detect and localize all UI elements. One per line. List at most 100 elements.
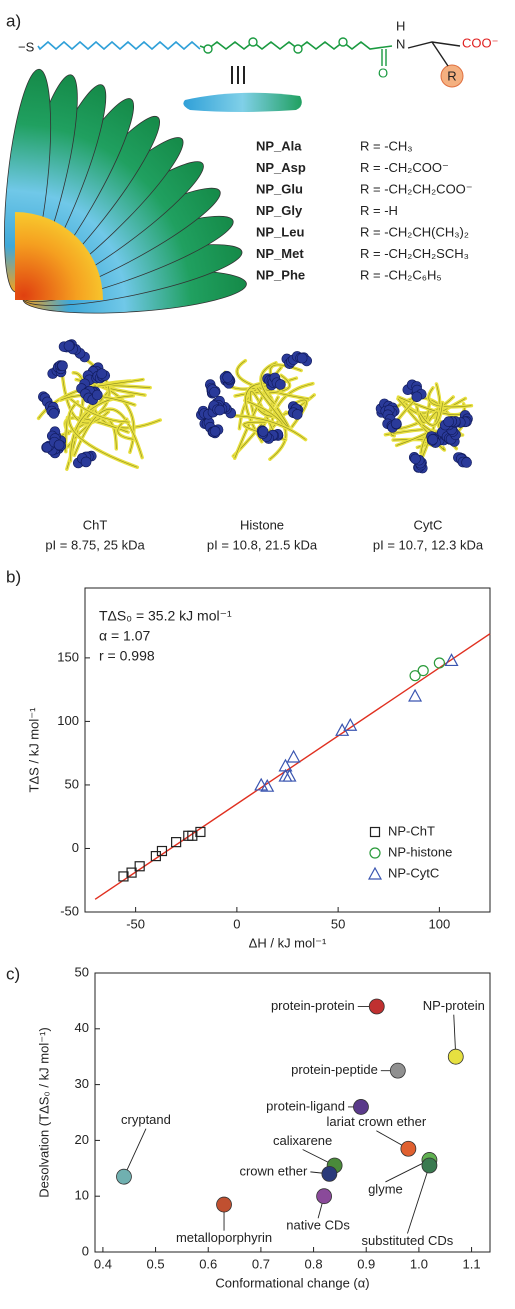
point: [421, 1157, 438, 1174]
residue-sphere: [443, 416, 454, 428]
ribbon-edge: [70, 395, 134, 461]
x-tick-label: 1.1: [463, 1256, 481, 1271]
residue-sphere: [57, 360, 68, 372]
np-r-group: R = -CH₂COO⁻: [360, 160, 449, 175]
point: [389, 1062, 406, 1079]
legend-label: NP-histone: [388, 844, 452, 859]
annotation: α = 1.07: [99, 628, 151, 644]
residue-sphere: [257, 426, 269, 437]
np-name: NP_Asp: [256, 160, 306, 175]
np-r-group: R = -CH₂CH(CH₃)₂: [360, 224, 469, 239]
np-name: NP_Glu: [256, 181, 303, 196]
point: [321, 1165, 338, 1182]
point-label: lariat crown ether: [327, 1114, 427, 1129]
oxygen: [338, 37, 348, 47]
x-tick-label: 100: [429, 916, 451, 931]
point: [447, 1048, 464, 1065]
point-label: glyme: [368, 1181, 403, 1196]
square-marker: [134, 861, 145, 872]
point: [116, 1168, 132, 1185]
peg-chain: [199, 40, 393, 51]
point: [368, 998, 385, 1015]
square-marker: [187, 830, 198, 841]
ribbon-edge: [74, 409, 143, 458]
y-axis-label: Desolvation (TΔS₀ / kJ mol⁻¹): [36, 1027, 51, 1197]
residue-sphere: [296, 352, 308, 364]
y-tick-label: 10: [75, 1188, 89, 1203]
x-axis-label: ΔH / kJ mol⁻¹: [249, 935, 327, 950]
protein-properties: pI = 8.75, 25 kDa: [45, 537, 145, 552]
ribbon-edge: [416, 399, 431, 423]
np-name: NP_Ala: [256, 138, 302, 153]
leader-line: [407, 1165, 430, 1234]
legend-label: NP-ChT: [388, 823, 435, 838]
np-name: NP_Leu: [256, 224, 304, 239]
np-r-group: R = -CH₂CH₂SCH₃: [360, 246, 469, 261]
ribbon-edge: [428, 387, 472, 408]
legend-marker: [369, 826, 381, 838]
residue-sphere: [96, 368, 108, 379]
thiol: −S: [18, 39, 35, 54]
residue-sphere: [209, 386, 220, 398]
nanoparticle-drawing: [4, 68, 247, 314]
triangle-marker: [343, 717, 358, 731]
residue-sphere: [53, 439, 65, 451]
np-r-group: R = -CH₂C₆H₅: [360, 267, 442, 282]
triangle-marker: [286, 749, 301, 763]
point-label: native CDs: [286, 1218, 350, 1233]
core: [15, 212, 103, 300]
point: [316, 1188, 333, 1205]
r-group: R: [447, 68, 456, 83]
carbonyl-o: O: [378, 65, 388, 80]
plot-frame: [94, 972, 491, 1253]
carboxylate: COO⁻: [462, 35, 498, 50]
residue-sphere: [410, 453, 421, 465]
triangle-marker: [408, 688, 423, 702]
panel-label: b): [6, 567, 21, 586]
amide-n: N: [396, 36, 405, 51]
residue-sphere: [92, 389, 103, 401]
ribbon-edge: [65, 417, 68, 452]
r-circle: [440, 64, 464, 88]
ligand-icon: [183, 92, 302, 112]
circle-marker: [409, 670, 421, 682]
x-tick-label: 0.6: [199, 1256, 217, 1271]
x-tick-label: 0.4: [94, 1256, 112, 1271]
square-marker: [156, 845, 168, 857]
square-marker: [118, 871, 129, 882]
point-label: protein-ligand: [266, 1098, 345, 1113]
square-marker: [195, 826, 206, 838]
plot-frame: [84, 587, 491, 913]
residue-sphere: [209, 425, 221, 437]
ribbon-edge: [269, 375, 290, 394]
y-tick-label: 100: [57, 713, 79, 728]
y-tick-label: 0: [82, 1243, 89, 1258]
point-label: protein-peptide: [291, 1062, 378, 1077]
panel-label: c): [6, 964, 20, 983]
bond: [407, 41, 461, 67]
x-tick-label: 1.0: [410, 1256, 428, 1271]
y-tick-label: 40: [75, 1020, 89, 1035]
protein-structures: [36, 339, 474, 474]
legend-marker: [367, 866, 383, 880]
x-tick-label: 0.5: [147, 1256, 165, 1271]
triangle-marker: [444, 653, 459, 667]
protein-properties: pI = 10.8, 21.5 kDa: [207, 537, 318, 552]
np-r-group: R = -CH₃: [360, 138, 413, 153]
point-label: metalloporphyrin: [176, 1230, 272, 1245]
square-marker: [126, 867, 137, 878]
circle-marker: [433, 657, 445, 669]
residue-sphere: [63, 340, 75, 352]
point-label: substituted CDs: [362, 1233, 454, 1248]
residue-sphere: [80, 456, 92, 468]
amide-h: H: [396, 18, 405, 33]
y-tick-label: 0: [72, 840, 79, 855]
x-tick-label: 0: [233, 916, 240, 931]
y-tick-label: 20: [75, 1132, 89, 1147]
residue-sphere: [214, 404, 226, 416]
residue-sphere: [291, 409, 303, 420]
point-label: cryptand: [121, 1112, 171, 1127]
y-axis-label: TΔS / kJ mol⁻¹: [26, 707, 41, 793]
